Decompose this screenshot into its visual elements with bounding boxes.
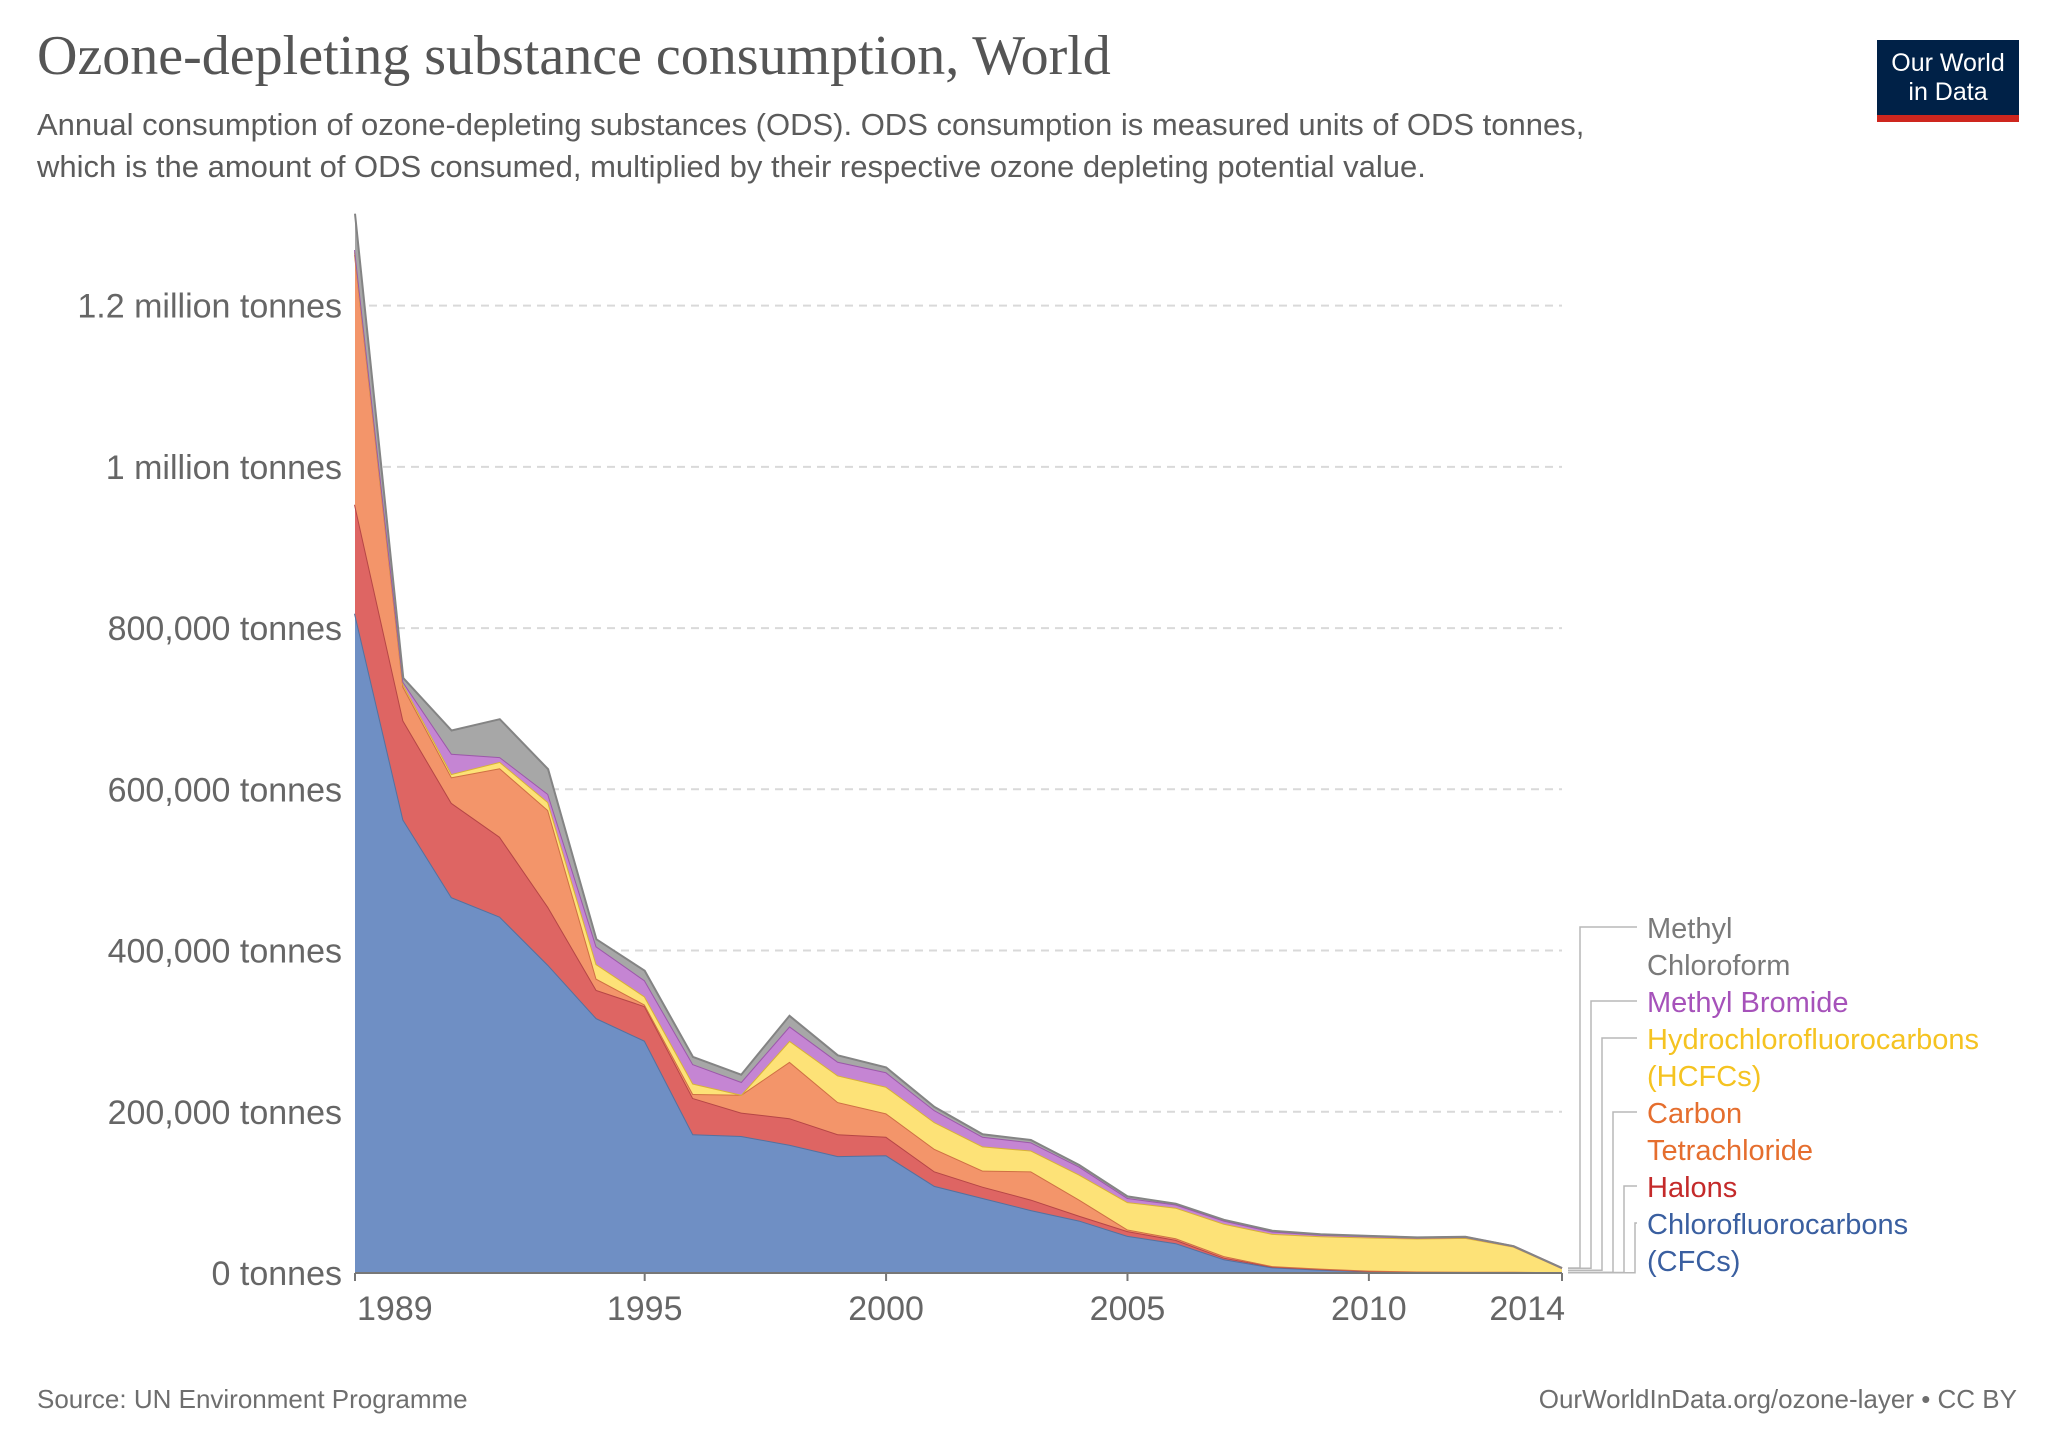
- subtitle-line-1: Annual consumption of ozone-depleting su…: [37, 107, 1585, 142]
- legend: Methyl Chloroform Methyl Bromide Hydrochlor…: [1568, 913, 1979, 1278]
- gridlines: [355, 304, 1562, 1113]
- series-area: [355, 250, 1562, 1269]
- source-note: Source: UN Environment Programme: [37, 1384, 468, 1414]
- legend-label: (HCFCs): [1647, 1061, 1761, 1093]
- subtitle-line-2: which is the amount of ODS consumed, mul…: [37, 149, 1426, 184]
- legend-label: Chloroform: [1647, 950, 1790, 982]
- y-tick-label: 400,000 tonnes: [108, 933, 342, 971]
- logo-line-2: in Data: [1908, 78, 1988, 106]
- y-tick-label: 1.2 million tonnes: [77, 288, 342, 326]
- legend-label: Carbon: [1647, 1098, 1742, 1130]
- legend-connector: [1568, 1222, 1637, 1274]
- x-tick-label: 1989: [357, 1290, 433, 1328]
- y-tick-label: 600,000 tonnes: [108, 771, 342, 809]
- y-tick-label: 200,000 tonnes: [108, 1094, 342, 1132]
- legend-label: Methyl Bromide: [1647, 987, 1848, 1019]
- series-areas: [354, 213, 1563, 1274]
- legend-label: Chlorofluorocarbons: [1647, 1209, 1908, 1241]
- legend-label: Tetrachloride: [1647, 1135, 1813, 1167]
- legend-label: Hydrochlorofluorocarbons: [1647, 1024, 1979, 1056]
- logo-line-1: Our World: [1891, 49, 2005, 77]
- license-link[interactable]: OurWorldInData.org/ozone-layer • CC BY: [1538, 1384, 2017, 1414]
- y-tick-label: 800,000 tonnes: [108, 610, 342, 648]
- series-area: [355, 613, 1562, 1273]
- y-tick-label: 0 tonnes: [212, 1255, 342, 1293]
- axes: 0 tonnes 200,000 tonnes 400,000 tonnes 600,…: [77, 288, 1565, 1328]
- legend-label: Methyl: [1647, 913, 1732, 945]
- x-tick-label: 2000: [848, 1290, 924, 1328]
- legend-connector: [1568, 1037, 1637, 1272]
- chart-title: Ozone-depleting substance consumption, W…: [37, 25, 1111, 87]
- legend-label: Halons: [1647, 1172, 1737, 1204]
- y-tick-label: 1 million tonnes: [106, 449, 342, 487]
- x-tick-label: 2014: [1489, 1290, 1565, 1328]
- x-tick-label: 1995: [607, 1290, 683, 1328]
- x-tick-label: 2005: [1090, 1290, 1166, 1328]
- series-line: [354, 213, 1563, 1269]
- x-tick-label: 2010: [1331, 1290, 1407, 1328]
- our-world-in-data-logo[interactable]: Our World in Data: [1877, 40, 2019, 122]
- legend-connector: [1568, 1000, 1637, 1269]
- chart-subtitle: Annual consumption of ozone-depleting su…: [37, 104, 1837, 188]
- legend-label: (CFCs): [1647, 1246, 1740, 1278]
